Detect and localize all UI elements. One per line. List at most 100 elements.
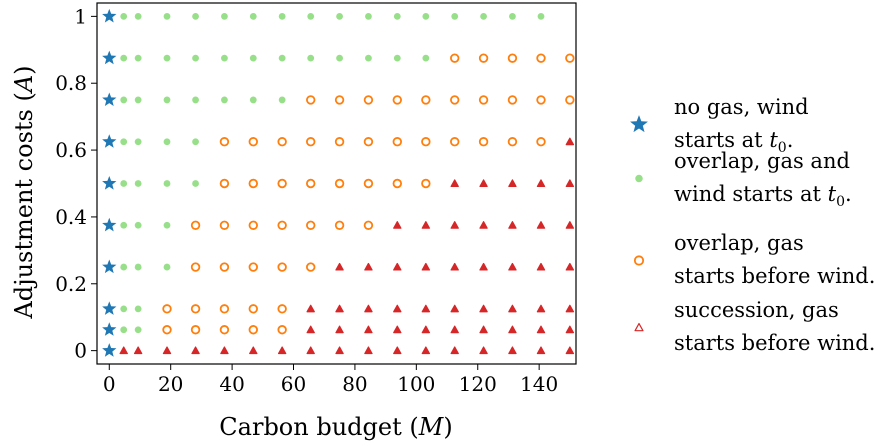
data-point — [537, 180, 544, 186]
data-point — [393, 96, 401, 104]
data-point — [249, 180, 257, 188]
data-point — [192, 347, 199, 353]
data-point — [336, 347, 343, 353]
data-point — [365, 96, 373, 104]
data-point — [120, 97, 127, 104]
data-point — [509, 138, 517, 146]
data-point — [102, 134, 116, 148]
data-point — [307, 55, 314, 62]
data-point — [480, 180, 487, 186]
data-point — [120, 55, 127, 62]
y-axis-ticks: 0 0.2 0.4 0.6 0.8 1 — [55, 4, 97, 362]
data-point — [164, 97, 171, 104]
data-point — [480, 326, 487, 332]
data-point — [120, 222, 127, 229]
legend-label: starts before wind. — [674, 331, 875, 355]
data-point — [102, 218, 116, 232]
data-point — [250, 97, 257, 104]
data-point — [336, 55, 343, 62]
data-point — [509, 180, 516, 186]
data-point — [249, 326, 257, 334]
data-point — [307, 305, 314, 311]
data-point — [336, 305, 343, 311]
legend-label: overlap, gas and — [674, 149, 850, 173]
data-point — [221, 13, 228, 20]
series-ring — [163, 54, 573, 333]
data-point — [192, 180, 199, 187]
data-point — [163, 305, 171, 313]
data-point — [278, 263, 286, 271]
data-point — [221, 138, 229, 146]
data-point — [102, 51, 116, 65]
data-point — [566, 96, 574, 104]
data-point — [192, 305, 200, 313]
data-point — [163, 326, 171, 334]
data-point — [102, 92, 116, 106]
data-point — [365, 221, 373, 229]
data-point — [135, 13, 142, 20]
data-point — [509, 96, 517, 104]
x-tick-label: 20 — [158, 372, 183, 396]
data-point — [135, 97, 142, 104]
y-tick-label: 1 — [74, 4, 87, 28]
data-point — [480, 305, 487, 311]
data-point — [509, 13, 516, 20]
data-point — [451, 96, 459, 104]
data-point — [164, 55, 171, 62]
y-tick-label: 0.2 — [55, 272, 87, 296]
data-point — [537, 305, 544, 311]
legend-label: wind starts at t0. — [674, 182, 852, 210]
data-point — [509, 222, 516, 228]
data-point — [422, 305, 429, 311]
data-point — [250, 347, 257, 353]
data-point — [120, 264, 127, 271]
data-point — [336, 221, 344, 229]
data-point — [509, 263, 516, 269]
data-point — [279, 347, 286, 353]
data-point — [394, 326, 401, 332]
x-tick-label: 60 — [281, 372, 306, 396]
data-point — [102, 301, 116, 315]
series-triangle — [120, 138, 573, 353]
legend-entry: succession, gas starts before wind. — [635, 298, 875, 355]
data-point — [393, 180, 401, 188]
data-point — [451, 263, 458, 269]
x-tick-label: 80 — [342, 372, 367, 396]
data-point — [537, 138, 545, 146]
data-point — [422, 138, 430, 146]
data-point — [394, 305, 401, 311]
data-point — [451, 326, 458, 332]
x-tick-label: 40 — [219, 372, 244, 396]
data-point — [451, 305, 458, 311]
data-point — [278, 221, 286, 229]
data-point — [451, 13, 458, 20]
data-point — [249, 305, 257, 313]
legend-label: starts before wind. — [674, 264, 875, 288]
data-point — [422, 180, 430, 188]
legend-marker-ring — [635, 256, 643, 264]
data-point — [480, 222, 487, 228]
data-point — [365, 305, 372, 311]
data-point — [307, 13, 314, 20]
data-point — [566, 263, 573, 269]
data-point — [422, 96, 430, 104]
data-point — [279, 13, 286, 20]
data-point — [278, 305, 286, 313]
legend-entry: overlap, gas and wind starts at t0. — [635, 149, 851, 210]
x-tick-label: 120 — [459, 372, 497, 396]
data-point — [537, 222, 544, 228]
data-point — [480, 13, 487, 20]
data-point — [163, 347, 170, 353]
data-point — [102, 176, 116, 190]
data-point — [278, 138, 286, 146]
data-point — [365, 347, 372, 353]
data-point — [451, 180, 458, 186]
data-point — [135, 180, 142, 187]
y-tick-label: 0.6 — [55, 138, 87, 162]
data-point — [566, 347, 573, 353]
data-point — [365, 138, 373, 146]
data-point — [120, 13, 127, 20]
data-point — [221, 347, 228, 353]
data-point — [307, 263, 315, 271]
data-point — [250, 55, 257, 62]
